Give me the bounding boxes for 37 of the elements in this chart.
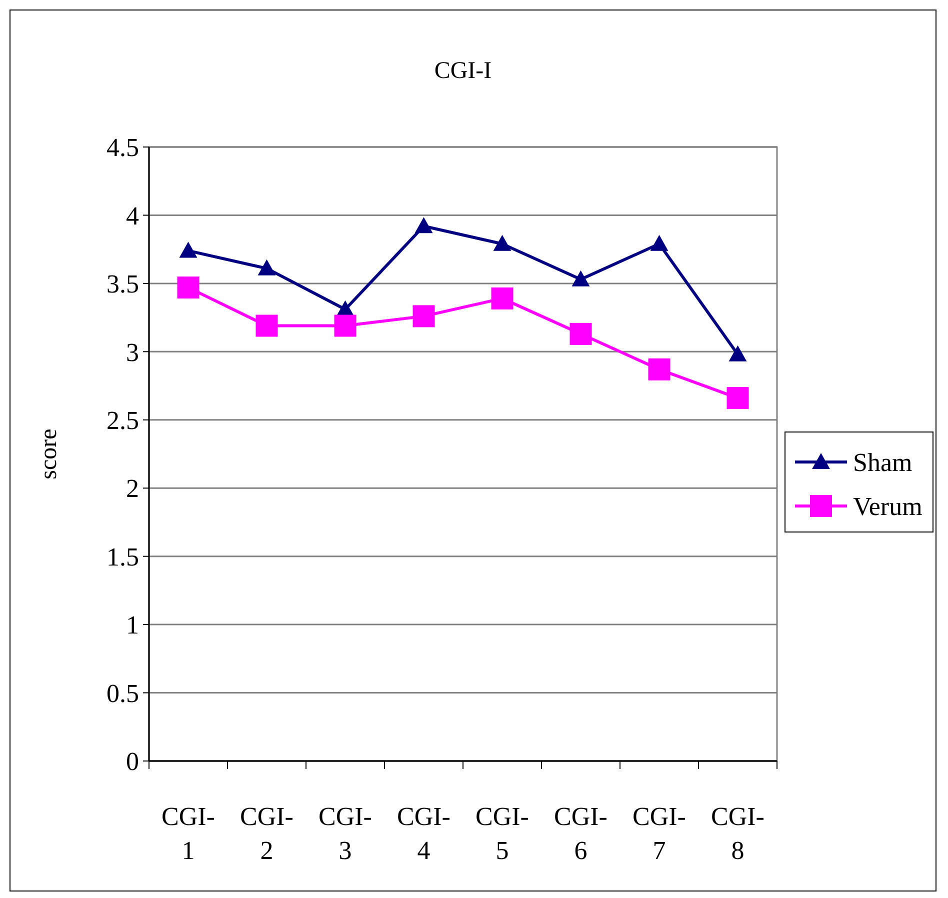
y-tick-label: 4: [126, 201, 139, 230]
legend-label: Sham: [853, 448, 912, 478]
point: [648, 358, 670, 380]
chart-title: CGI-I: [434, 58, 492, 84]
x-tick-label: CGI-1: [162, 802, 215, 865]
x-tick-label: CGI-2: [240, 802, 294, 865]
x-tick-label: CGI-8: [711, 802, 764, 865]
y-tick-label: 0: [126, 747, 139, 776]
point: [650, 234, 668, 251]
x-tick-label: CGI-4: [397, 802, 450, 865]
point: [728, 345, 747, 362]
point: [179, 242, 198, 258]
point: [334, 314, 356, 337]
point: [412, 305, 435, 328]
point: [493, 234, 512, 251]
point: [414, 217, 433, 234]
y-tick-label: 3: [126, 338, 139, 367]
y-axis-title: score: [36, 428, 62, 480]
point: [726, 387, 749, 410]
y-tick-label: 2: [126, 474, 139, 504]
x-tick-label: CGI-3: [318, 802, 372, 865]
y-tick-label: 2.5: [106, 406, 139, 435]
x-tick-label: CGI-7: [632, 802, 686, 865]
y-tick-label: 3.5: [106, 270, 139, 299]
y-tick-label: 0.5: [106, 678, 139, 708]
legend-label: Verum: [853, 492, 922, 522]
y-tick-label: 4.5: [106, 133, 139, 162]
point: [258, 259, 276, 276]
y-tick-label: 1.5: [106, 542, 139, 572]
point: [570, 322, 592, 345]
point: [491, 287, 514, 310]
x-tick-label: CGI-5: [476, 802, 529, 865]
point: [177, 276, 200, 299]
x-tick-label: CGI-6: [554, 802, 608, 865]
point: [256, 314, 278, 337]
point: [572, 270, 590, 286]
y-tick-label: 1: [126, 610, 139, 640]
